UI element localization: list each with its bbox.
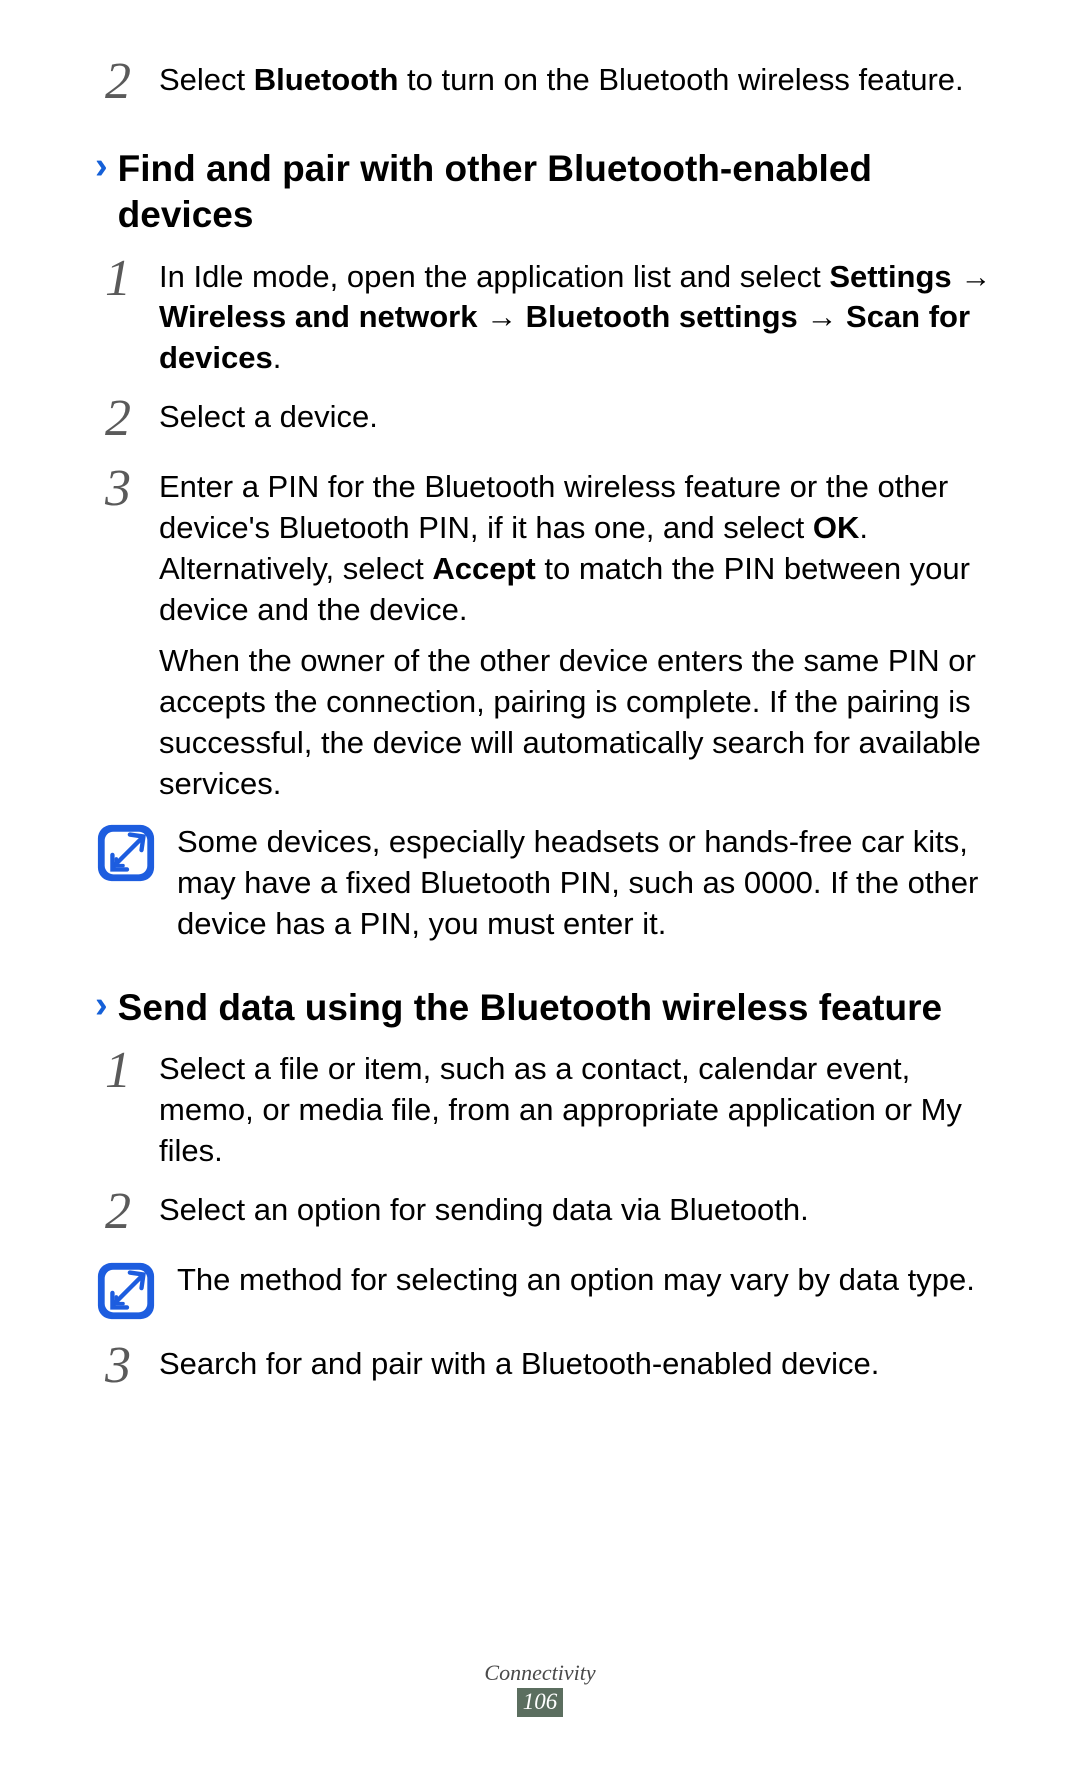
page: 2 Select Bluetooth to turn on the Blueto…	[0, 0, 1080, 1771]
footer-section-name: Connectivity	[0, 1660, 1080, 1686]
step-text: Select a file or item, such as a contact…	[159, 1049, 1010, 1172]
text-run: Select an option for sending data via Bl…	[159, 1192, 809, 1227]
text-run: Select	[159, 62, 254, 97]
step-item: 1Select a file or item, such as a contac…	[95, 1049, 1010, 1172]
step-list: 1In Idle mode, open the application list…	[95, 257, 1010, 805]
text-run-bold: Bluetooth settings	[526, 299, 798, 334]
text-run: In Idle mode, open the application list …	[159, 259, 829, 294]
page-number: 106	[517, 1688, 564, 1717]
step-text: Enter a PIN for the Bluetooth wireless f…	[159, 467, 1010, 804]
step-list: 1Select a file or item, such as a contac…	[95, 1049, 1010, 1242]
page-footer: Connectivity 106	[0, 1660, 1080, 1717]
note-icon	[95, 822, 157, 884]
text-run: Search for and pair with a Bluetooth-ena…	[159, 1346, 879, 1381]
step-text: Select a device.	[159, 397, 1010, 438]
note-icon	[95, 1260, 157, 1322]
step-number: 3	[95, 1340, 141, 1392]
note: The method for selecting an option may v…	[95, 1260, 1010, 1322]
step-number: 2	[95, 393, 141, 445]
text-run-bold: Settings	[829, 259, 951, 294]
text-run: Select a device.	[159, 399, 378, 434]
step-text-continued: When the owner of the other device enter…	[159, 641, 1010, 805]
step-item: 2Select a device.	[95, 397, 1010, 449]
step-text: Select an option for sending data via Bl…	[159, 1190, 1010, 1231]
heading-text: Find and pair with other Bluetooth-enabl…	[118, 146, 1010, 239]
text-run: →	[798, 299, 846, 334]
chevron-icon: ›	[95, 146, 108, 188]
step-item: 2 Select Bluetooth to turn on the Blueto…	[95, 60, 1010, 112]
chevron-icon: ›	[95, 985, 108, 1027]
step-text: In Idle mode, open the application list …	[159, 257, 1010, 380]
section-heading: › Send data using the Bluetooth wireless…	[95, 985, 1010, 1031]
step-text: Search for and pair with a Bluetooth-ena…	[159, 1344, 1010, 1385]
note-text: The method for selecting an option may v…	[177, 1260, 1010, 1301]
note-text: Some devices, especially headsets or han…	[177, 822, 1010, 945]
text-run: →	[477, 299, 525, 334]
step-number: 2	[95, 1186, 141, 1238]
step-number: 2	[95, 56, 141, 108]
text-run: →	[952, 259, 992, 294]
note: Some devices, especially headsets or han…	[95, 822, 1010, 945]
text-run-bold: Wireless and network	[159, 299, 477, 334]
step-text: Select Bluetooth to turn on the Bluetoot…	[159, 60, 1010, 101]
step-item: 3Search for and pair with a Bluetooth-en…	[95, 1344, 1010, 1396]
section-heading: › Find and pair with other Bluetooth-ena…	[95, 146, 1010, 239]
text-run: Select a file or item, such as a contact…	[159, 1051, 962, 1168]
text-run: .	[273, 340, 282, 375]
step-number: 1	[95, 1045, 141, 1097]
step-number: 3	[95, 463, 141, 515]
heading-text: Send data using the Bluetooth wireless f…	[118, 985, 942, 1031]
text-run-bold: OK	[813, 510, 860, 545]
text-run-bold: Accept	[432, 551, 535, 586]
step-number: 1	[95, 253, 141, 305]
step-list: 3Search for and pair with a Bluetooth-en…	[95, 1344, 1010, 1396]
text-run: to turn on the Bluetooth wireless featur…	[398, 62, 963, 97]
step-item: 2Select an option for sending data via B…	[95, 1190, 1010, 1242]
step-item: 3Enter a PIN for the Bluetooth wireless …	[95, 467, 1010, 804]
step-item: 1In Idle mode, open the application list…	[95, 257, 1010, 380]
text-run-bold: Bluetooth	[254, 62, 399, 97]
